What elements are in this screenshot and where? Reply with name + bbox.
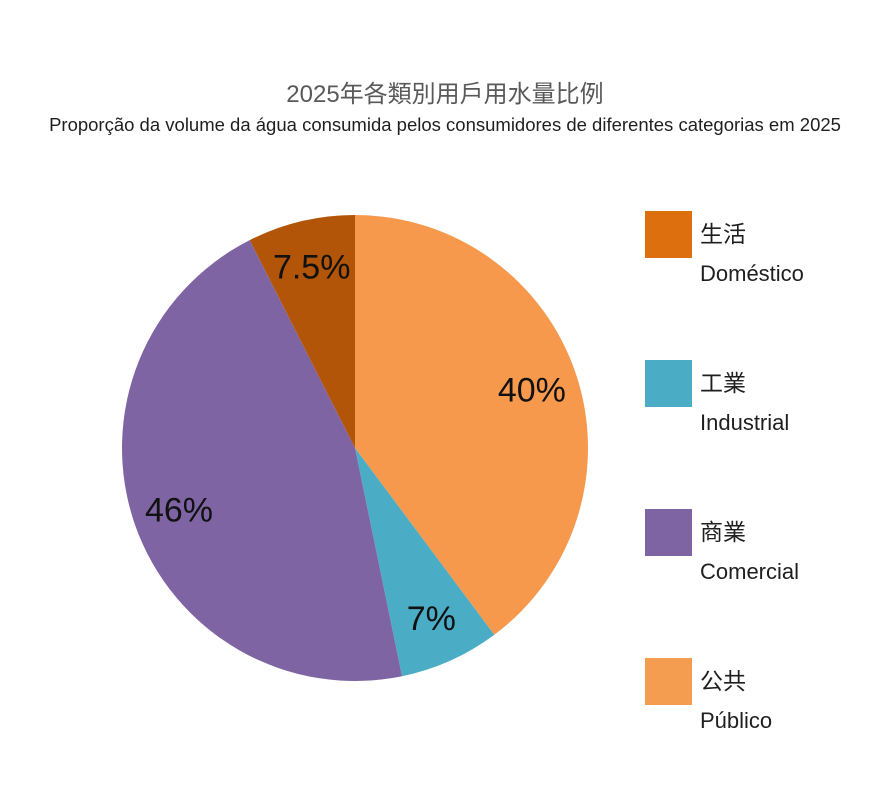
chart-legend: 生活 Doméstico 工業 Industrial 商業 Comercial …	[645, 211, 880, 800]
pie-slice-label-domestico: 7.5%	[273, 249, 351, 287]
legend-label-pt-comercial: Comercial	[700, 559, 800, 584]
pie-slice-label-publico: 40%	[498, 371, 566, 409]
legend-label-pt-publico: Público	[700, 708, 773, 733]
legend-swatch-publico	[645, 658, 692, 705]
legend-swatch-industrial	[645, 360, 692, 407]
legend-label-zh-publico: 公共	[700, 668, 746, 694]
legend-label-pt-domestico: Doméstico	[700, 261, 804, 286]
pie-slice-industrial	[355, 448, 495, 677]
legend-swatch-comercial	[645, 509, 692, 556]
pie-slice-domestico	[249, 215, 355, 448]
legend-item-publico: 公共 Público	[645, 658, 880, 734]
pie-slice-comercial	[122, 240, 403, 681]
legend-label-pt-industrial: Industrial	[700, 410, 790, 435]
chart-title: 2025年各類別用戶用水量比例	[286, 81, 604, 108]
chart-subtitle: Proporção da volume da água consumida pe…	[49, 114, 841, 135]
legend-label-zh-industrial: 工業	[700, 370, 746, 396]
legend-label-zh-domestico: 生活	[700, 221, 746, 247]
legend-item-domestico: 生活 Doméstico	[645, 211, 880, 287]
legend-item-industrial: 工業 Industrial	[645, 360, 880, 436]
pie-slice-label-industrial: 7%	[407, 600, 456, 638]
legend-label-zh-comercial: 商業	[700, 519, 746, 545]
pie-slice-label-comercial: 46%	[145, 492, 213, 530]
pie-slice-publico	[355, 215, 588, 635]
legend-swatch-domestico	[645, 211, 692, 258]
legend-item-comercial: 商業 Comercial	[645, 509, 880, 585]
